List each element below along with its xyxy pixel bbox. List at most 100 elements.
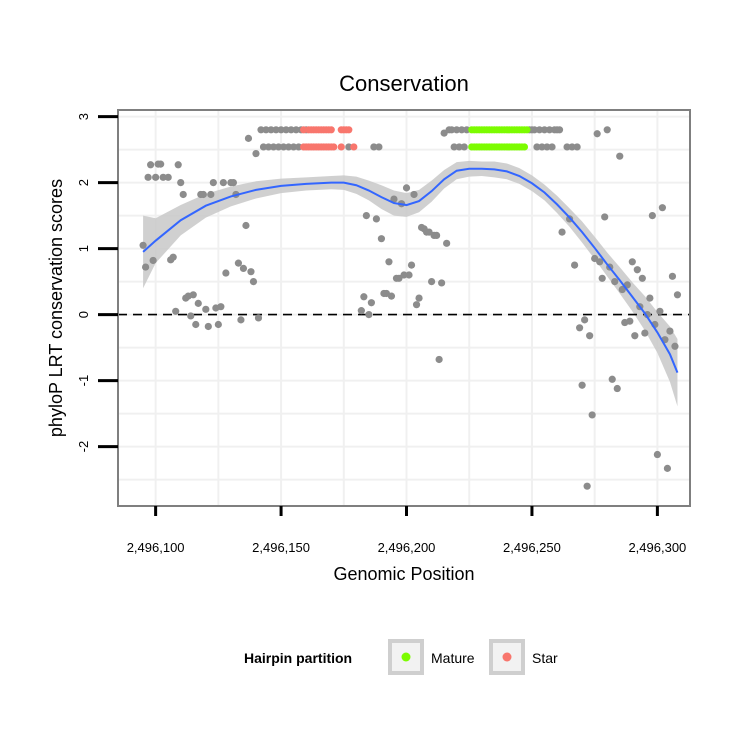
point-other <box>204 322 212 331</box>
point-other <box>638 274 646 282</box>
point-other <box>656 307 664 315</box>
point-star <box>345 126 353 134</box>
point-other <box>375 143 383 151</box>
point-other <box>277 126 285 134</box>
point-other <box>237 316 245 324</box>
point-other <box>530 126 539 134</box>
point-other <box>671 342 679 350</box>
loess-smooth-line <box>142 167 679 374</box>
point-other <box>279 143 288 151</box>
point-other <box>242 221 250 230</box>
point-other <box>535 126 544 134</box>
point-other <box>613 384 621 393</box>
point-mature <box>520 143 529 151</box>
y-tick-label: 1 <box>76 245 91 252</box>
point-other <box>222 269 230 277</box>
point-other <box>415 294 423 302</box>
panel-border <box>117 109 691 507</box>
point-other <box>578 381 586 389</box>
point-other <box>412 301 421 309</box>
legend-swatch-star <box>502 652 512 662</box>
y-axis-title: phyloP LRT conservation scores <box>46 179 66 437</box>
point-other <box>269 143 278 151</box>
point-other <box>239 264 248 272</box>
point-other <box>568 143 576 151</box>
y-tick-label: 3 <box>76 113 91 120</box>
point-other <box>264 143 273 151</box>
point-other <box>400 271 408 279</box>
point-other <box>663 464 672 472</box>
point-other <box>234 259 243 267</box>
point-other <box>455 143 463 151</box>
point-other <box>435 355 443 364</box>
point-other <box>390 195 398 203</box>
point-other <box>177 179 185 187</box>
point-other <box>543 143 551 151</box>
point-other <box>214 320 222 329</box>
point-other <box>365 311 373 319</box>
point-other <box>628 258 636 266</box>
y-axis: -2 -1 0 1 2 3 <box>76 113 118 452</box>
legend-item-mature: Mature <box>388 639 475 675</box>
point-other <box>545 126 554 134</box>
point-other <box>147 161 155 169</box>
point-other <box>596 258 604 266</box>
point-other <box>252 149 260 158</box>
x-tick-label: 2,496,300 <box>628 540 686 555</box>
x-tick-label: 2,496,100 <box>127 540 185 555</box>
point-other <box>282 126 290 134</box>
y-tick-label: 0 <box>76 311 91 318</box>
point-other <box>345 143 353 151</box>
point-other <box>274 143 283 151</box>
point-other <box>450 143 458 151</box>
point-other <box>249 278 258 286</box>
point-other <box>538 143 546 151</box>
point-other <box>247 268 255 276</box>
point-other <box>448 126 456 134</box>
point-other <box>292 126 300 134</box>
point-other <box>586 332 594 340</box>
point-other <box>360 293 368 301</box>
point-other <box>438 279 446 287</box>
point-other <box>603 126 611 134</box>
point-other <box>152 173 160 181</box>
point-mature <box>523 126 531 134</box>
point-other <box>608 375 616 383</box>
point-other <box>207 190 215 199</box>
point-other <box>402 184 411 192</box>
point-other <box>192 320 200 329</box>
point-other <box>555 126 564 134</box>
point-other <box>259 143 268 151</box>
point-other <box>563 143 571 151</box>
point-other <box>533 143 541 151</box>
point-star <box>300 126 308 134</box>
point-other <box>405 271 413 279</box>
point-star <box>350 143 358 151</box>
point-other <box>618 285 626 294</box>
point-other <box>428 278 436 286</box>
point-other <box>540 126 549 134</box>
point-other <box>244 134 253 142</box>
legend-label-star: Star <box>532 650 558 666</box>
point-other <box>616 152 624 160</box>
point-other <box>199 190 207 199</box>
point-other <box>666 327 674 335</box>
point-other <box>407 261 416 269</box>
plot-panel <box>117 109 691 507</box>
data-points <box>139 126 682 490</box>
point-other <box>172 307 180 315</box>
point-other <box>254 314 263 322</box>
point-other <box>209 179 217 187</box>
point-other <box>367 299 375 307</box>
point-other <box>179 190 187 199</box>
legend: Hairpin partition Mature Star <box>244 639 558 675</box>
point-other <box>217 303 225 311</box>
point-other <box>267 126 275 134</box>
point-star <box>327 126 335 134</box>
point-other <box>272 126 280 134</box>
point-other <box>144 173 152 181</box>
point-other <box>157 160 165 168</box>
point-other <box>648 212 656 220</box>
point-other <box>187 312 195 320</box>
point-other <box>571 261 579 269</box>
